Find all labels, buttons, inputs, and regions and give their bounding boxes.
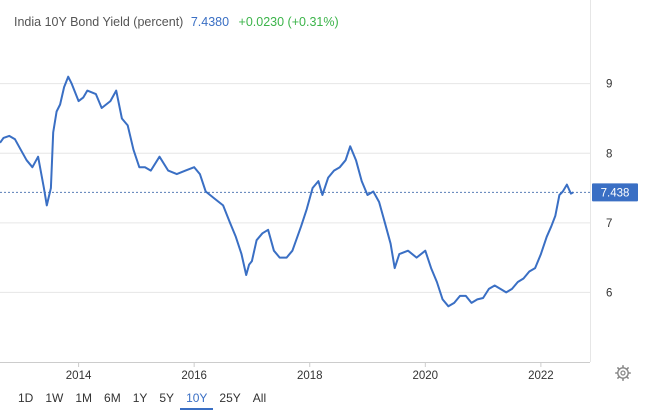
range-button-1d[interactable]: 1D xyxy=(18,391,34,405)
y-tick-label: 8 xyxy=(606,148,612,160)
current-value-badge xyxy=(592,183,638,202)
x-tick-label: 2014 xyxy=(66,370,92,382)
range-button-10y[interactable]: 10Y xyxy=(180,388,214,410)
range-button-1w[interactable]: 1W xyxy=(45,391,64,405)
range-selector: 1D 1W 1M 6M 1Y 5Y 10Y 25Y All xyxy=(12,388,272,410)
range-button-1y[interactable]: 1Y xyxy=(132,391,148,405)
last-price: 7.4380 xyxy=(190,15,230,29)
range-button-5y[interactable]: 5Y xyxy=(159,391,175,405)
x-tick-label: 2016 xyxy=(181,370,207,382)
y-tick-label: 6 xyxy=(606,287,612,299)
range-button-all[interactable]: All xyxy=(252,391,267,405)
range-button-1m[interactable]: 1M xyxy=(75,391,93,405)
gear-icon[interactable] xyxy=(615,365,631,381)
current-value-label: 7.438 xyxy=(601,187,630,199)
instrument-name: India 10Y Bond Yield (percent) xyxy=(14,15,184,29)
series-line xyxy=(0,75,574,308)
x-tick-label: 2018 xyxy=(297,370,323,382)
y-tick-label: 9 xyxy=(606,79,612,91)
price-change: +0.0230 (+0.31%) xyxy=(238,15,339,29)
x-tick-label: 2020 xyxy=(413,370,439,382)
chart-header: India 10Y Bond Yield (percent) 7.4380 +0… xyxy=(14,15,339,29)
range-button-6m[interactable]: 6M xyxy=(104,391,121,405)
range-button-25y[interactable]: 25Y xyxy=(219,391,241,405)
y-tick-label: 7 xyxy=(606,218,612,230)
x-tick-label: 2022 xyxy=(528,370,554,382)
